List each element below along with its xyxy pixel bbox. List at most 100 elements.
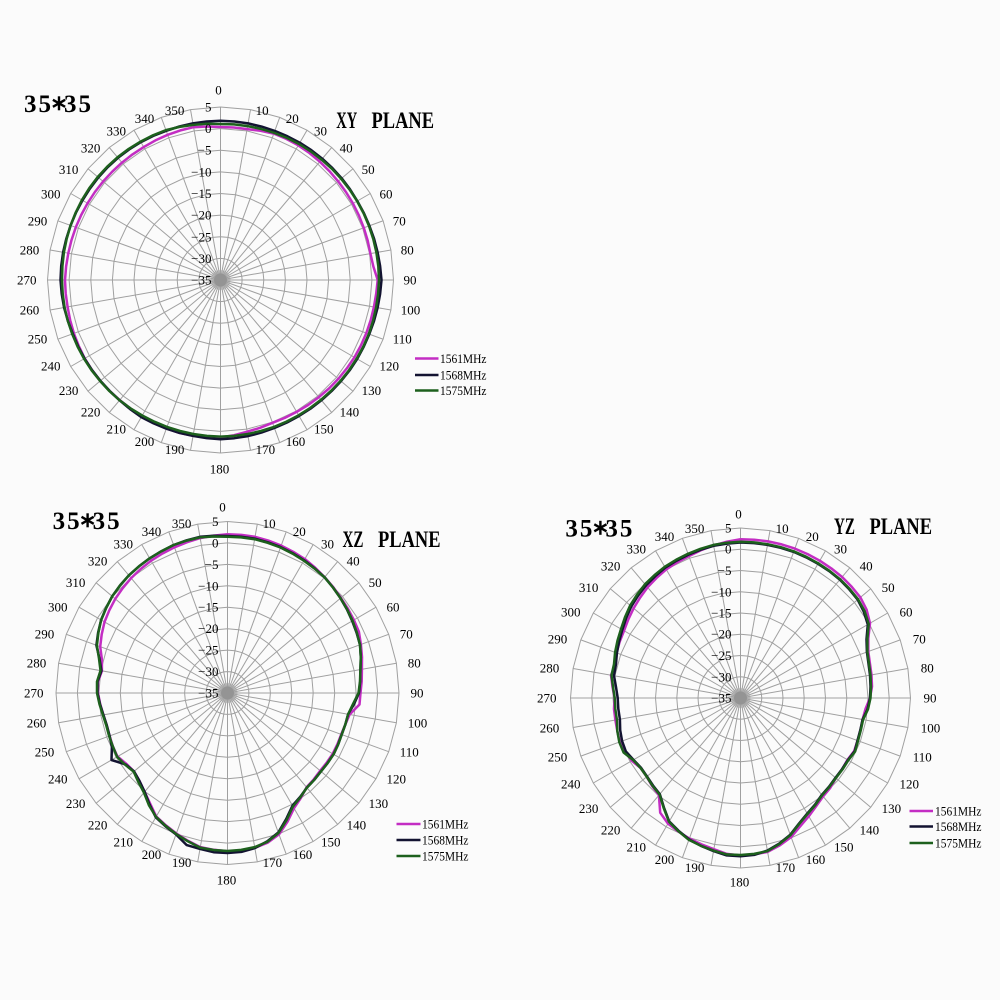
svg-text:110: 110 <box>913 749 932 764</box>
svg-text:200: 200 <box>142 847 162 862</box>
svg-text:310: 310 <box>66 575 86 590</box>
svg-text:5: 5 <box>725 521 732 536</box>
svg-text:5: 5 <box>205 100 212 115</box>
svg-text:350: 350 <box>165 103 185 118</box>
svg-text:270: 270 <box>537 691 557 706</box>
svg-text:1575MHz: 1575MHz <box>935 836 982 851</box>
svg-text:260: 260 <box>27 715 47 730</box>
svg-text:300: 300 <box>561 605 581 620</box>
svg-text:−5: −5 <box>205 557 219 572</box>
svg-text:−25: −25 <box>711 648 731 663</box>
svg-text:−15: −15 <box>191 186 211 201</box>
svg-text:0: 0 <box>219 500 226 515</box>
svg-text:80: 80 <box>408 656 421 671</box>
svg-text:300: 300 <box>48 600 68 615</box>
svg-text:340: 340 <box>135 111 155 126</box>
svg-text:−10: −10 <box>191 164 211 179</box>
svg-text:30: 30 <box>834 542 847 557</box>
svg-text:−35: −35 <box>711 691 731 706</box>
svg-text:210: 210 <box>627 840 647 855</box>
svg-text:60: 60 <box>900 605 913 620</box>
svg-text:60: 60 <box>387 600 400 615</box>
svg-text:110: 110 <box>400 744 419 759</box>
svg-text:210: 210 <box>107 422 127 437</box>
svg-text:310: 310 <box>59 162 79 177</box>
svg-text:PLANE: PLANE <box>372 108 435 133</box>
svg-text:340: 340 <box>655 529 675 544</box>
svg-text:200: 200 <box>655 852 675 867</box>
svg-text:10: 10 <box>256 103 269 118</box>
svg-text:350: 350 <box>172 516 192 531</box>
svg-text:5: 5 <box>212 514 219 529</box>
svg-text:1575MHz: 1575MHz <box>440 383 487 398</box>
svg-text:1561MHz: 1561MHz <box>422 817 469 832</box>
svg-text:40: 40 <box>340 141 353 156</box>
svg-text:120: 120 <box>387 772 407 787</box>
svg-text:−20: −20 <box>191 208 211 223</box>
svg-text:350: 350 <box>685 521 705 536</box>
svg-text:−10: −10 <box>198 578 218 593</box>
svg-text:200: 200 <box>135 434 155 449</box>
svg-text:330: 330 <box>627 542 647 557</box>
svg-text:190: 190 <box>172 855 192 870</box>
svg-text:320: 320 <box>88 554 108 569</box>
svg-text:90: 90 <box>411 686 424 701</box>
svg-text:YZ: YZ <box>834 514 855 539</box>
svg-text:−20: −20 <box>711 627 731 642</box>
svg-text:220: 220 <box>81 404 101 419</box>
svg-text:1575MHz: 1575MHz <box>422 849 469 864</box>
svg-text:−30: −30 <box>191 251 211 266</box>
svg-text:PLANE: PLANE <box>870 514 933 539</box>
svg-text:240: 240 <box>41 359 61 374</box>
svg-text:10: 10 <box>776 521 789 536</box>
svg-text:0: 0 <box>212 535 219 550</box>
svg-text:100: 100 <box>408 715 428 730</box>
svg-text:340: 340 <box>142 524 162 539</box>
svg-text:230: 230 <box>59 383 79 398</box>
svg-text:−5: −5 <box>718 563 732 578</box>
svg-text:230: 230 <box>579 801 599 816</box>
svg-text:260: 260 <box>20 302 40 317</box>
svg-text:80: 80 <box>401 243 414 258</box>
svg-text:250: 250 <box>28 331 48 346</box>
svg-text:20: 20 <box>806 529 819 544</box>
svg-text:150: 150 <box>834 840 854 855</box>
svg-text:−35: −35 <box>191 273 211 288</box>
svg-text:250: 250 <box>35 744 55 759</box>
svg-text:30: 30 <box>321 537 334 552</box>
svg-text:220: 220 <box>88 817 108 832</box>
svg-text:230: 230 <box>66 796 86 811</box>
svg-text:180: 180 <box>217 873 237 888</box>
svg-text:40: 40 <box>860 559 873 574</box>
svg-text:−15: −15 <box>711 606 731 621</box>
svg-text:PLANE: PLANE <box>378 527 441 552</box>
svg-text:170: 170 <box>776 860 796 875</box>
svg-text:310: 310 <box>579 580 599 595</box>
svg-text:290: 290 <box>35 627 55 642</box>
svg-text:170: 170 <box>256 442 276 457</box>
svg-text:270: 270 <box>24 686 44 701</box>
svg-text:0: 0 <box>205 121 212 136</box>
svg-text:1561MHz: 1561MHz <box>935 804 982 819</box>
svg-text:90: 90 <box>924 691 937 706</box>
svg-text:50: 50 <box>362 162 375 177</box>
svg-text:220: 220 <box>601 822 621 837</box>
svg-text:20: 20 <box>293 524 306 539</box>
svg-text:70: 70 <box>400 627 413 642</box>
svg-text:130: 130 <box>882 801 902 816</box>
svg-text:110: 110 <box>393 331 412 346</box>
svg-text:130: 130 <box>362 383 382 398</box>
svg-text:260: 260 <box>540 720 560 735</box>
svg-text:−20: −20 <box>198 621 218 636</box>
svg-text:210: 210 <box>114 835 134 850</box>
svg-text:50: 50 <box>882 580 895 595</box>
svg-text:−25: −25 <box>191 229 211 244</box>
svg-text:10: 10 <box>263 516 276 531</box>
svg-text:70: 70 <box>913 632 926 647</box>
svg-text:120: 120 <box>900 777 920 792</box>
svg-text:120: 120 <box>380 359 400 374</box>
svg-text:170: 170 <box>263 855 283 870</box>
svg-text:280: 280 <box>27 656 47 671</box>
svg-text:150: 150 <box>314 422 334 437</box>
svg-text:XZ: XZ <box>343 527 364 552</box>
